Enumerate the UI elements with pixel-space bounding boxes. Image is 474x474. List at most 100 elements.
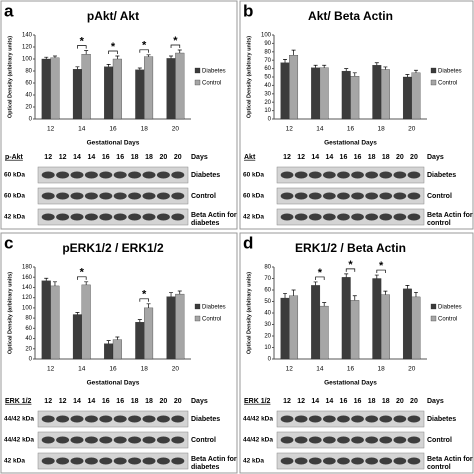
lane-label: 14 [325, 154, 333, 161]
blot-band [113, 457, 127, 465]
row-right-label: Diabetes [427, 416, 457, 423]
error-bar [313, 64, 318, 68]
row-right-label: Beta Actin for control [427, 456, 473, 471]
x-tick-label: 16 [347, 366, 355, 373]
blot-band [393, 213, 407, 221]
error-bar [405, 285, 410, 289]
blot-strip [37, 166, 189, 184]
lane-label: 12 [44, 398, 52, 405]
y-tick-label: 60 [25, 326, 32, 332]
x-tick-label: 14 [316, 366, 324, 373]
annotation: * [348, 259, 353, 271]
blot-band [337, 171, 350, 179]
lane-label: 18 [382, 154, 390, 161]
blot-band [407, 213, 421, 221]
blot-band [156, 436, 170, 444]
y-axis-label: Optical Density (arbitrary units) [246, 36, 252, 118]
row-left-label: 60 kDa [243, 172, 264, 179]
legend-swatch [194, 67, 201, 74]
row-right-label: Diabetes [427, 172, 457, 179]
lane-label: 12 [44, 154, 52, 161]
error-bar [177, 290, 182, 295]
legend-swatch [430, 315, 437, 322]
blot-strip [276, 166, 425, 184]
blot-label: p-Akt [5, 154, 24, 161]
bar [112, 58, 122, 120]
blot-band [142, 415, 156, 423]
lane-label: 14 [73, 154, 81, 161]
blot-band [379, 457, 393, 465]
lane-label: 16 [340, 154, 348, 161]
blot-band [99, 457, 113, 465]
blot-band [128, 436, 142, 444]
lane-label: 14 [311, 398, 319, 405]
blot-band [171, 415, 185, 423]
error-bar [291, 289, 296, 296]
x-tick-label: 12 [286, 126, 294, 133]
blot-band [280, 171, 294, 179]
y-axis-label: Optical Density (arbitrary units) [7, 36, 13, 118]
y-tick-label: 20 [25, 346, 32, 352]
y-tick-label: 60 [264, 288, 271, 294]
blot-band [84, 192, 98, 200]
bar [411, 296, 421, 360]
y-tick-label: 40 [25, 336, 32, 342]
y-tick-label: 70 [264, 276, 271, 282]
x-tick-label: 14 [78, 366, 86, 373]
bar [41, 58, 51, 120]
bar [411, 72, 421, 120]
blot-band [128, 213, 142, 221]
y-tick-label: 140 [22, 285, 33, 291]
row-left-label: 42 kDa [4, 214, 25, 221]
y-tick-label: 20 [264, 100, 271, 106]
x-axis-label: Gestational Days [324, 380, 377, 387]
blot-band [84, 171, 98, 179]
panel-frame [239, 232, 474, 474]
error-bar [75, 66, 80, 70]
blot-band [56, 192, 70, 200]
y-tick-label: 180 [22, 265, 33, 271]
blot-band [70, 171, 84, 179]
blot-band [337, 192, 350, 200]
blot-strip [37, 187, 189, 205]
error-bar [75, 312, 80, 315]
x-axis-label: Gestational Days [87, 380, 140, 387]
bar [175, 52, 185, 120]
blot-band [294, 171, 308, 179]
legend-swatch [430, 79, 437, 86]
blot-band [308, 457, 322, 465]
annotation: * [80, 36, 85, 48]
y-tick-label: 120 [22, 45, 33, 51]
y-axis-label: Optical Density (arbitrary units) [246, 272, 252, 354]
legend-label: Diabetes [202, 305, 226, 311]
row-left-label: 44/42 kDa [243, 437, 273, 444]
legend-swatch [430, 67, 437, 74]
blot-band [128, 457, 142, 465]
blot-band [351, 192, 364, 200]
blot-band [156, 171, 170, 179]
blot-band [41, 192, 55, 200]
bar [135, 69, 145, 120]
blot-band [323, 457, 336, 465]
blot-strip [37, 452, 189, 470]
lane-label: 12 [297, 154, 305, 161]
bar [341, 70, 351, 120]
blot-band [365, 171, 378, 179]
blot-band [365, 436, 378, 444]
error-bar [146, 54, 151, 57]
row-right-label: Control [427, 193, 452, 200]
blot-band [308, 415, 322, 423]
blot-band [156, 415, 170, 423]
blot-band [56, 457, 70, 465]
row-left-label: 42 kDa [243, 214, 264, 221]
lane-label: 14 [88, 398, 96, 405]
error-bar [352, 295, 357, 301]
blot-strip [276, 452, 425, 470]
annotation: * [80, 267, 85, 279]
blot-band [393, 192, 407, 200]
blot-band [365, 192, 378, 200]
blot-band [99, 171, 113, 179]
blot-band [365, 457, 378, 465]
lane-label: 16 [102, 154, 110, 161]
blot-band [407, 415, 421, 423]
